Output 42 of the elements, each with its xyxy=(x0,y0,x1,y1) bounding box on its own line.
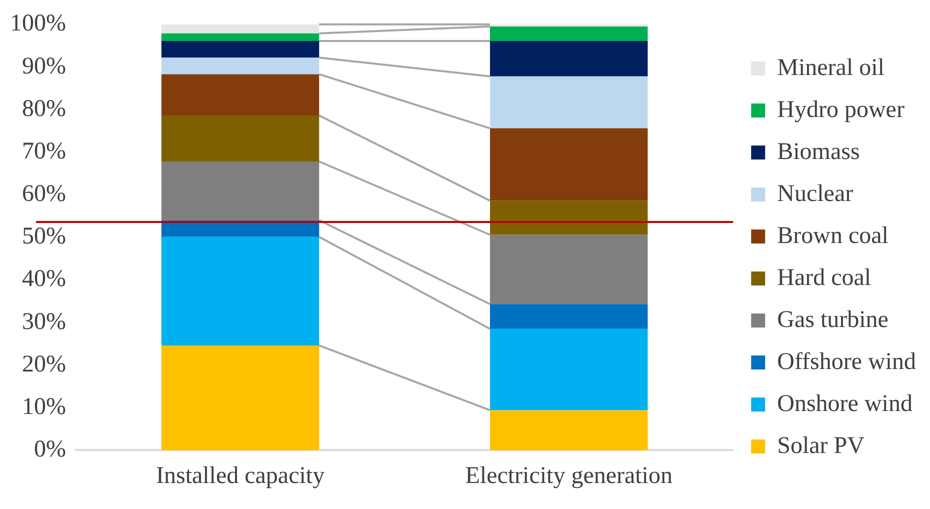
bar xyxy=(161,74,320,116)
bar xyxy=(490,328,648,410)
legend-label: Onshore wind xyxy=(777,390,912,417)
bar xyxy=(490,41,648,76)
bar xyxy=(490,26,648,42)
bar xyxy=(161,58,320,74)
x-tick-label: Electricity generation xyxy=(465,462,672,489)
bar xyxy=(161,41,320,58)
bar xyxy=(161,162,320,220)
bar xyxy=(490,200,648,235)
y-tick-label: 10% xyxy=(22,394,66,420)
y-tick-label: 90% xyxy=(22,53,66,80)
legend-label: Offshore wind xyxy=(777,348,916,375)
bar xyxy=(490,128,648,201)
bar xyxy=(490,24,648,27)
y-tick-label: 40% xyxy=(22,266,66,292)
legend-label: Gas turbine xyxy=(777,306,888,333)
y-tick-label: 0% xyxy=(34,436,66,462)
bar xyxy=(161,33,320,42)
legend-label: Mineral oil xyxy=(777,54,885,81)
bar xyxy=(161,116,320,162)
y-tick-label: 80% xyxy=(22,96,66,122)
bar xyxy=(161,345,320,450)
bar xyxy=(490,304,648,329)
bar xyxy=(161,24,320,34)
y-tick-label: 100% xyxy=(10,10,66,37)
bar xyxy=(490,410,648,450)
legend-label: Hydro power xyxy=(777,96,904,123)
legend-label: Hard coal xyxy=(777,264,872,291)
legend-label: Brown coal xyxy=(777,222,889,249)
x-tick-label: Installed capacity xyxy=(156,462,325,489)
y-tick-label: 60% xyxy=(22,181,66,208)
bar xyxy=(490,76,648,128)
bar xyxy=(490,234,648,304)
y-tick-label: 70% xyxy=(22,138,66,164)
bar xyxy=(161,236,320,346)
legend-label: Biomass xyxy=(777,138,860,165)
legend-label: Nuclear xyxy=(777,180,854,207)
legend-label: Solar PV xyxy=(777,432,866,459)
y-tick-label: 20% xyxy=(22,351,66,378)
y-tick-label: 30% xyxy=(22,308,66,335)
y-tick-label: 50% xyxy=(22,224,66,250)
